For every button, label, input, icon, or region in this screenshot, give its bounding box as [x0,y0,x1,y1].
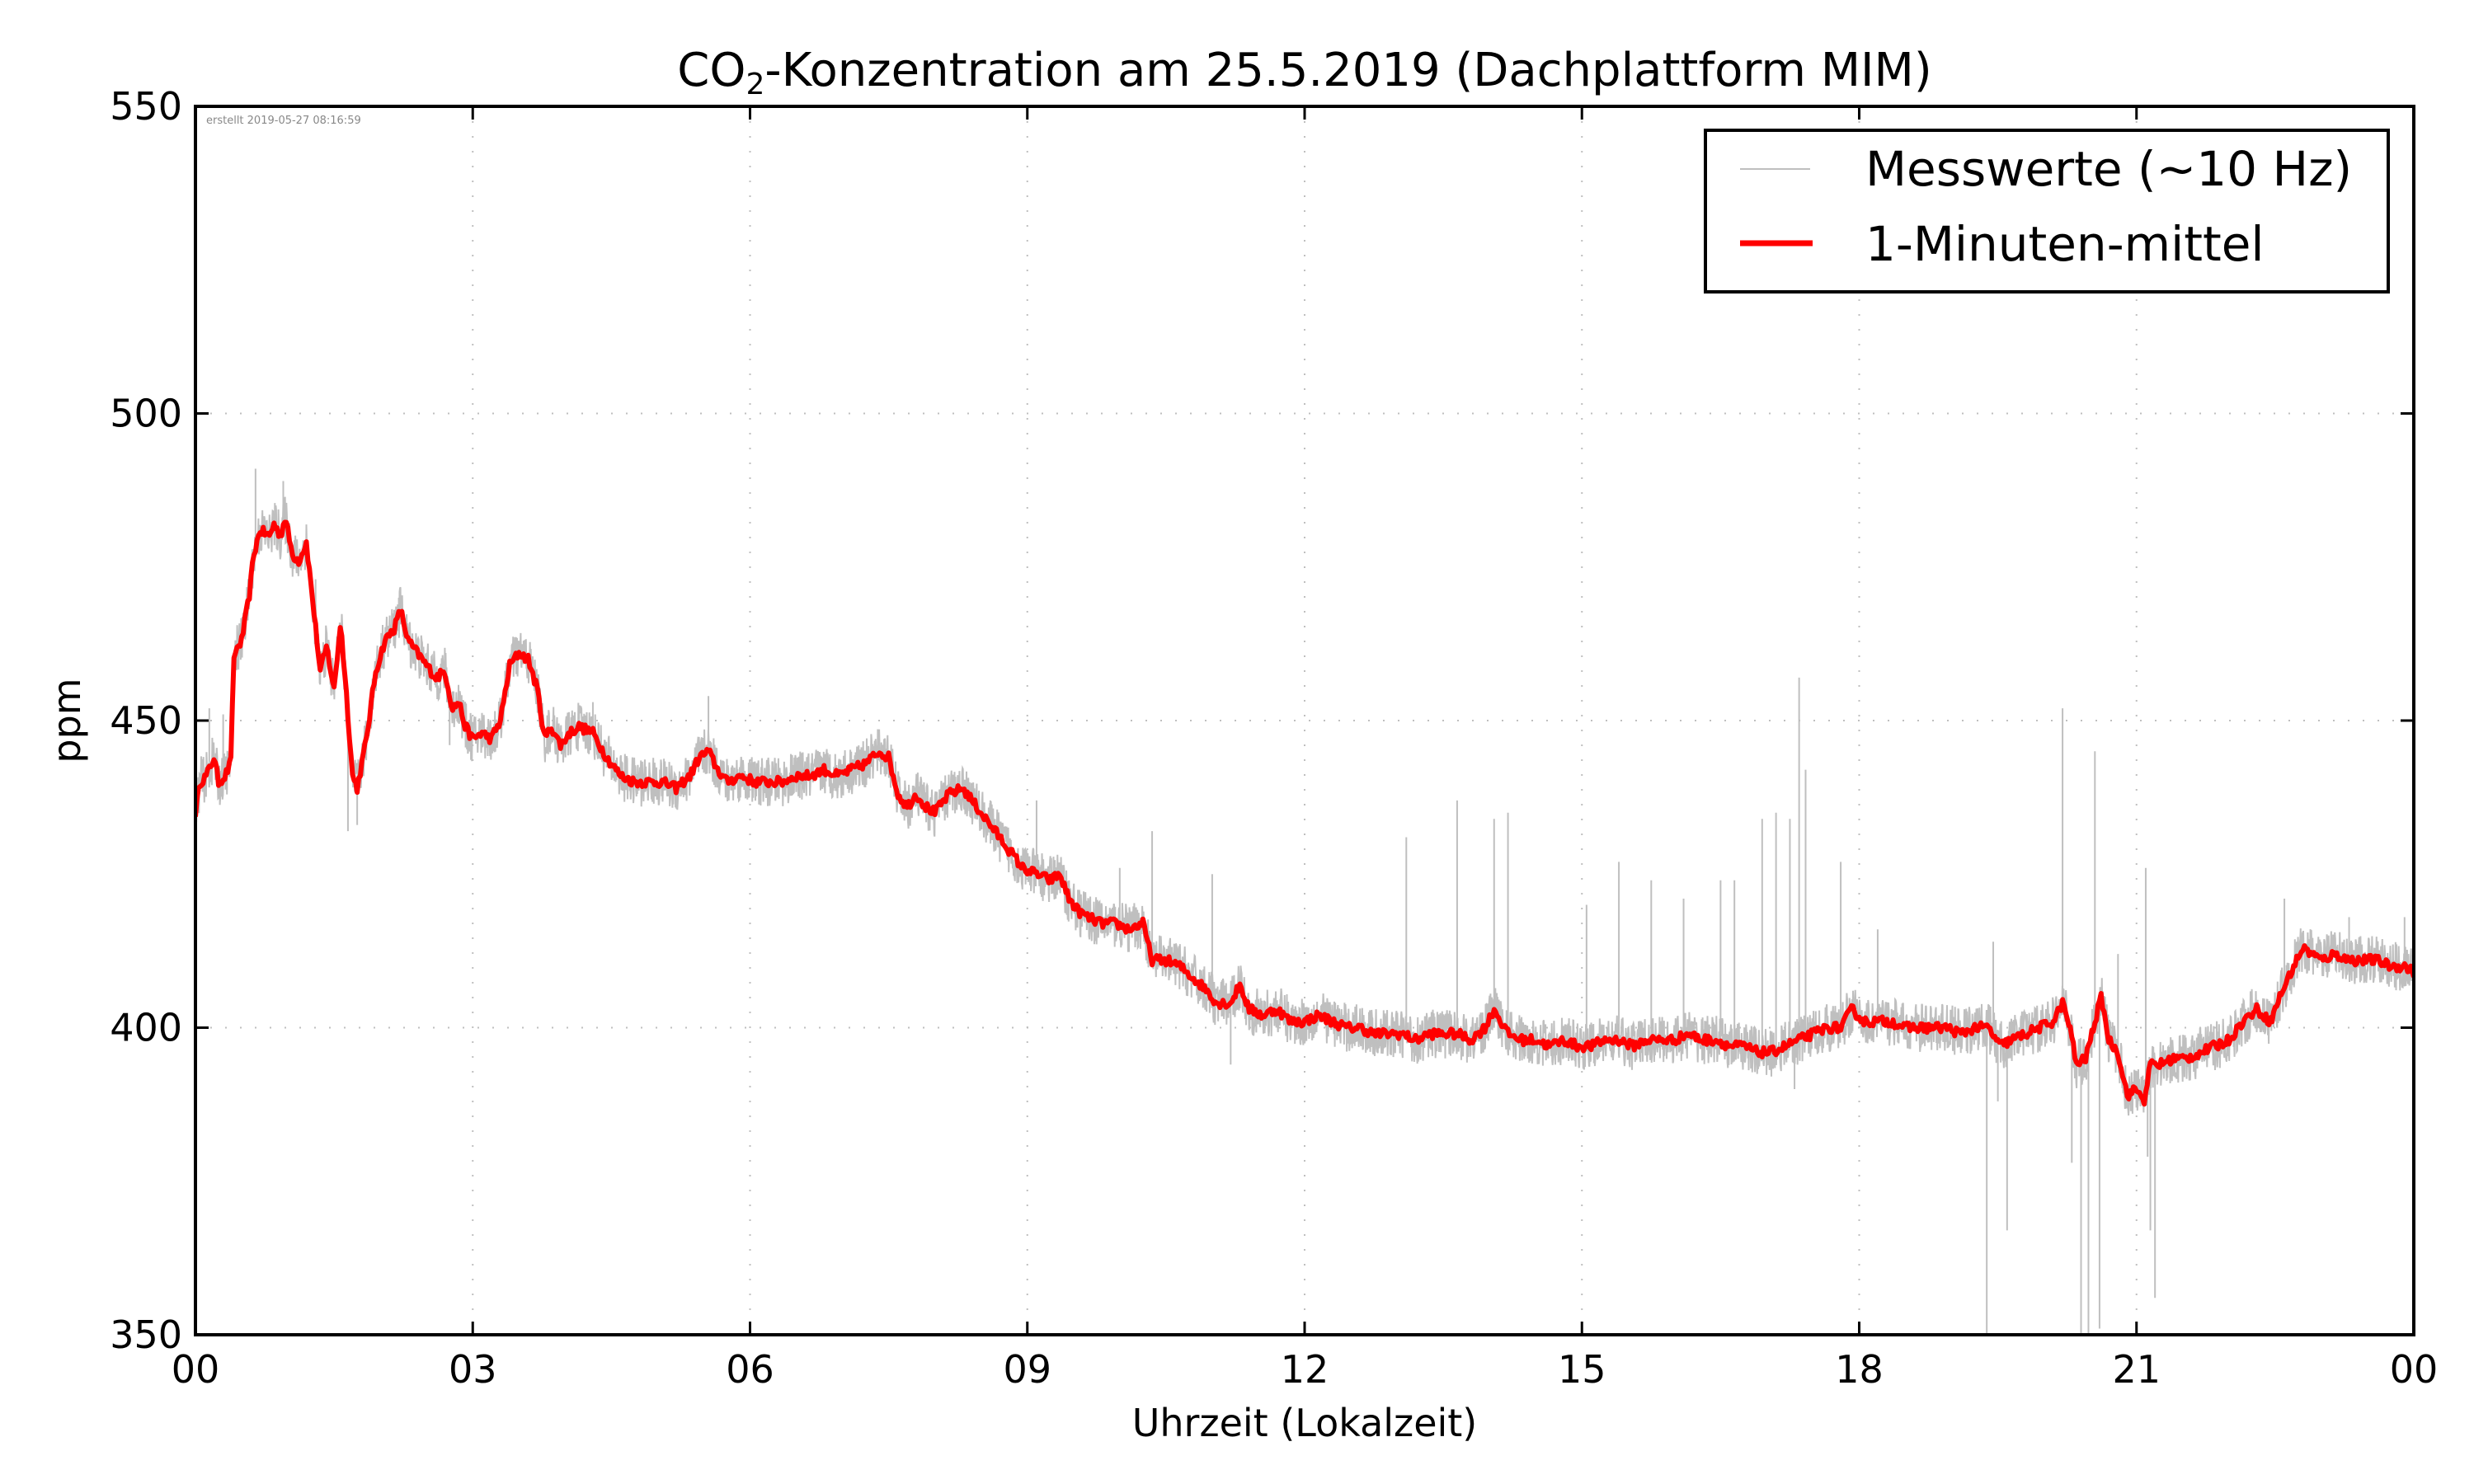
x-tick-label: 00 [172,1347,220,1392]
series-messwerte-line [195,496,2414,1116]
series-1-minuten-mittel-line [195,519,2414,1107]
legend: Messwerte (~10 Hz) 1-Minuten-mittel [1704,129,2390,294]
x-axis-label: Uhrzeit (Lokalzeit) [1132,1401,1478,1445]
y-axis-label: ppm [45,678,89,763]
y-tick-label: 550 [110,84,182,129]
created-timestamp: erstellt 2019-05-27 08:16:59 [206,115,361,127]
x-tick-label: 18 [1835,1347,1884,1392]
x-tick-label: 09 [1003,1347,1051,1392]
y-axis-tick-labels: 350 400 450 500 550 [110,84,182,1357]
y-tick-label: 350 [110,1313,182,1357]
y-tick-label: 450 [110,698,182,743]
legend-label-messwerte: Messwerte (~10 Hz) [1865,141,2352,197]
x-tick-label: 03 [449,1347,497,1392]
x-tick-label: 00 [2390,1347,2439,1392]
axis-ticks [194,105,2415,1336]
x-tick-label: 12 [1281,1347,1329,1392]
chart-title: CO2-Konzentration am 25.5.2019 (Dachplat… [677,44,1931,101]
title-subscript: 2 [745,68,764,101]
y-tick-label: 500 [110,392,182,436]
legend-label-mittel: 1-Minuten-mittel [1865,216,2265,272]
plot-area [195,468,2414,1335]
x-axis-tick-labels: 00 03 06 09 12 15 18 21 00 [172,1347,2439,1392]
series-messwerte-spikes [208,468,2406,1335]
x-tick-label: 21 [2112,1347,2161,1392]
legend-box [1704,129,2390,294]
y-tick-label: 400 [110,1006,182,1050]
x-tick-label: 06 [726,1347,774,1392]
x-tick-label: 15 [1558,1347,1606,1392]
